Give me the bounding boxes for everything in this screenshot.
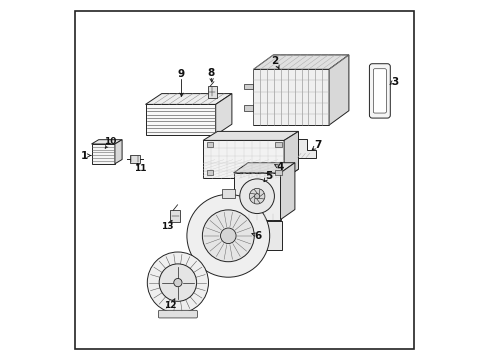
FancyBboxPatch shape <box>207 86 216 98</box>
Circle shape <box>186 194 269 277</box>
Circle shape <box>239 179 274 213</box>
Bar <box>129 155 140 163</box>
Polygon shape <box>280 163 294 220</box>
Polygon shape <box>292 139 316 158</box>
Text: 12: 12 <box>164 301 177 310</box>
Bar <box>206 170 213 175</box>
Text: 5: 5 <box>264 171 272 181</box>
Bar <box>206 142 213 147</box>
Bar <box>170 210 180 222</box>
Bar <box>91 144 115 164</box>
Bar <box>275 170 281 175</box>
Text: 9: 9 <box>178 69 184 79</box>
Polygon shape <box>215 94 231 135</box>
Text: 8: 8 <box>207 68 215 78</box>
Text: 7: 7 <box>314 140 321 150</box>
Polygon shape <box>253 55 348 69</box>
Polygon shape <box>203 169 298 178</box>
Polygon shape <box>203 131 298 140</box>
Text: 3: 3 <box>390 77 398 87</box>
Text: 13: 13 <box>161 222 173 231</box>
Bar <box>203 140 284 178</box>
FancyBboxPatch shape <box>368 64 389 118</box>
Polygon shape <box>233 163 294 173</box>
Bar <box>253 69 328 125</box>
Circle shape <box>220 228 236 244</box>
FancyBboxPatch shape <box>373 69 386 113</box>
Polygon shape <box>145 94 231 104</box>
Polygon shape <box>115 140 122 164</box>
Text: 2: 2 <box>270 56 278 66</box>
Text: 4: 4 <box>276 162 284 172</box>
Text: 6: 6 <box>254 231 261 241</box>
Bar <box>275 142 281 147</box>
Text: 11: 11 <box>134 164 146 173</box>
Polygon shape <box>284 131 298 178</box>
Polygon shape <box>328 55 348 125</box>
Circle shape <box>202 210 254 262</box>
FancyBboxPatch shape <box>158 310 197 318</box>
Text: 1: 1 <box>81 150 88 161</box>
Bar <box>222 189 234 198</box>
Bar <box>244 84 253 89</box>
Circle shape <box>159 264 196 301</box>
Circle shape <box>147 252 208 313</box>
Bar <box>244 105 253 111</box>
Polygon shape <box>91 140 122 144</box>
Circle shape <box>173 279 182 287</box>
Polygon shape <box>259 221 282 250</box>
Bar <box>145 104 215 135</box>
Text: 10: 10 <box>104 137 117 146</box>
Bar <box>233 173 280 220</box>
Circle shape <box>254 194 259 199</box>
Circle shape <box>249 188 264 204</box>
